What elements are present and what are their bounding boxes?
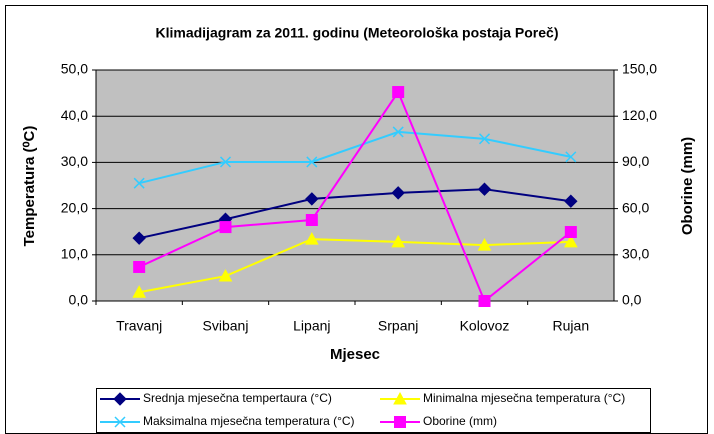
y-axis-title: Temperatura (⁰C) (21, 126, 38, 247)
marker (133, 260, 146, 273)
marker (393, 391, 407, 405)
y2-tick-label: 0,0 (622, 292, 642, 308)
y2-tick-label: 150,0 (622, 61, 657, 77)
marker (564, 194, 578, 208)
series-line (138, 188, 571, 240)
y2-tick-label: 60,0 (622, 199, 649, 215)
marker (219, 221, 232, 234)
marker (477, 238, 492, 251)
marker (477, 182, 492, 196)
marker (394, 416, 406, 428)
plot-area (95, 69, 615, 302)
marker (305, 213, 318, 226)
marker (392, 86, 405, 99)
marker (564, 226, 577, 239)
marker (392, 126, 404, 138)
legend-label: Oborine (mm) (423, 414, 497, 428)
marker (219, 156, 232, 168)
series-line (138, 89, 572, 303)
y-tick-label: 40,0 (61, 107, 88, 123)
y2-tick-label: 90,0 (622, 153, 649, 169)
chart-title: Klimadijagram za 2011. godinu (Meteorolo… (155, 25, 558, 41)
series-line (138, 130, 572, 185)
y-tick-label: 0,0 (69, 292, 89, 308)
marker (478, 133, 491, 145)
x-tick-label: Svibanj (203, 318, 249, 334)
x-tick-label: Rujan (553, 318, 590, 334)
marker (565, 151, 577, 163)
marker (132, 285, 147, 298)
y-tick-label: 10,0 (61, 246, 88, 262)
marker (304, 232, 319, 245)
y2-tick-label: 30,0 (622, 246, 649, 262)
legend-label: Maksimalna mjesečna temperatura (°C) (143, 414, 355, 428)
x-tick-label: Lipanj (293, 318, 330, 334)
y-tick-label: 30,0 (61, 153, 88, 169)
x-tick-label: Travanj (116, 318, 162, 334)
marker (478, 295, 491, 307)
marker (391, 234, 406, 248)
y2-axis-title: Oborine (mm) (679, 137, 696, 235)
marker (133, 177, 145, 189)
marker (113, 392, 127, 406)
marker (305, 192, 319, 206)
y-tick-label: 20,0 (61, 199, 88, 215)
series-line (138, 238, 571, 294)
x-axis-title: Mjesec (330, 346, 380, 363)
x-tick-label: Srpanj (378, 318, 418, 334)
marker (306, 156, 318, 168)
marker (114, 416, 126, 428)
y2-tick-label: 120,0 (622, 107, 657, 123)
legend (96, 388, 651, 433)
y-tick-label: 50,0 (61, 61, 88, 77)
marker (132, 231, 146, 245)
legend-label: Minimalna mjesečna temperatura (°C) (423, 391, 625, 405)
marker (563, 234, 578, 248)
marker (218, 269, 233, 282)
legend-label: Srednja mjesečna tempertaura (°C) (143, 391, 332, 405)
x-tick-label: Kolovoz (460, 318, 510, 334)
marker (391, 186, 405, 200)
